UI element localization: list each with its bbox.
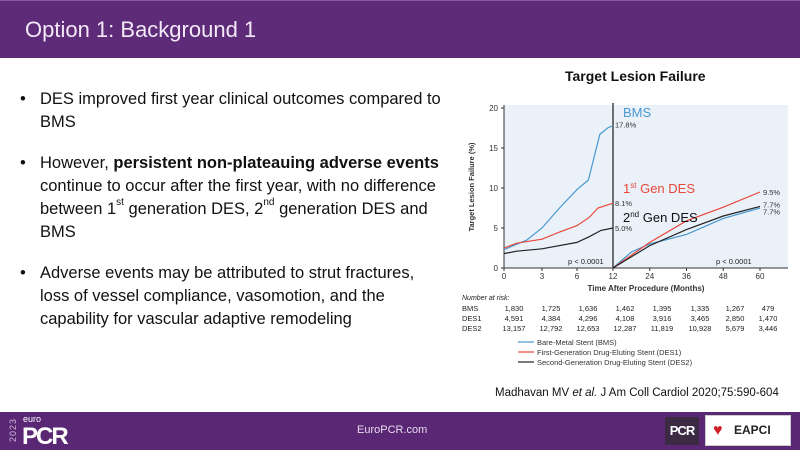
bullet-list: DES improved first year clinical outcome…: [20, 88, 445, 349]
y-tick-label: 20: [489, 104, 498, 113]
bullet-item: Adverse events may be attributed to stru…: [20, 262, 445, 331]
risk-value: 1,470: [759, 314, 778, 323]
risk-value: 1,830: [505, 304, 524, 313]
series-line-bms: [612, 207, 761, 269]
series-line-des1: [503, 202, 614, 249]
bullet-item: However, persistent non-plateauing adver…: [20, 152, 445, 244]
x-tick-label: 24: [645, 272, 654, 281]
pcr-logo: PCR: [665, 417, 699, 445]
risk-value: 479: [762, 304, 775, 313]
end-label: 8.1%: [615, 199, 632, 208]
risk-value: 4,384: [542, 314, 561, 323]
series-line-des1: [612, 191, 761, 269]
risk-value: 11,819: [651, 324, 673, 333]
slide-header: Option 1: Background 1: [0, 0, 800, 58]
y-tick-label: 5: [494, 224, 499, 233]
risk-value: 4,296: [579, 314, 598, 323]
risk-value: 4,591: [505, 314, 524, 323]
risk-value: 1,267: [726, 304, 745, 313]
risk-row-label: DES2: [462, 324, 482, 333]
x-axis-label: Time After Procedure (Months): [588, 284, 705, 293]
risk-value: 2,850: [726, 314, 745, 323]
risk-value: 5,679: [726, 324, 745, 333]
bullet-item: DES improved first year clinical outcome…: [20, 88, 445, 134]
risk-value: 1,725: [542, 304, 561, 313]
risk-value: 1,335: [691, 304, 710, 313]
y-tick-label: 15: [489, 144, 498, 153]
des2-annotation: 2nd Gen DES: [623, 210, 698, 225]
risk-value: 3,916: [653, 314, 672, 323]
end-label: 5.0%: [615, 224, 632, 233]
citation: Madhavan MV et al. J Am Coll Cardiol 202…: [495, 387, 779, 399]
series-line-bms: [503, 125, 614, 251]
end-label: 17.8%: [615, 121, 637, 130]
risk-value: 1,462: [616, 304, 635, 313]
end-label: 7.7%: [763, 200, 780, 209]
end-label: 7.7%: [763, 207, 780, 216]
risk-value: 1,636: [579, 304, 598, 313]
risk-value: 10,928: [689, 324, 712, 333]
x-tick-label: 48: [719, 272, 728, 281]
x-tick-label: 6: [575, 272, 580, 281]
x-tick-label: 12: [609, 272, 618, 281]
legend-entry: Second-Generation Drug-Eluting Stent (DE…: [537, 358, 693, 367]
eapci-logo: ♥ EAPCI: [705, 415, 791, 446]
risk-value: 12,653: [577, 324, 600, 333]
des1-annotation: 1st Gen DES: [623, 181, 695, 196]
y-axis-label: Target Lesion Failure (%): [467, 142, 476, 232]
risk-value: 13,157: [503, 324, 526, 333]
footer: 2023 euro PCR EuroPCR.com PCR ♥ EAPCI: [0, 412, 800, 450]
x-tick-label: 36: [682, 272, 691, 281]
risk-value: 3,446: [759, 324, 778, 333]
y-tick-label: 10: [489, 184, 498, 193]
x-tick-label: 60: [756, 272, 765, 281]
p-value-annotation: p < 0.0001: [716, 257, 752, 266]
risk-row-label: DES1: [462, 314, 482, 323]
risk-row-label: BMS: [462, 304, 478, 313]
chart-title: Target Lesion Failure: [565, 68, 706, 84]
plot-background: [504, 105, 788, 268]
x-tick-label: 3: [540, 272, 545, 281]
risk-value: 12,792: [540, 324, 563, 333]
y-tick-label: 0: [494, 264, 499, 273]
end-label: 9.5%: [763, 188, 780, 197]
slide-title: Option 1: Background 1: [25, 17, 257, 42]
legend-entry: First-Generation Drug-Eluting Stent (DES…: [537, 348, 682, 357]
risk-value: 4,108: [616, 314, 635, 323]
p-value-annotation: p < 0.0001: [568, 257, 604, 266]
heart-icon: ♥: [713, 422, 723, 439]
series-line-des2: [612, 205, 761, 269]
x-tick-label: 0: [502, 272, 507, 281]
website-link[interactable]: EuroPCR.com: [357, 424, 428, 436]
series-line-des2: [503, 227, 614, 255]
risk-value: 3,465: [691, 314, 710, 323]
bms-annotation: BMS: [623, 105, 652, 120]
risk-value: 1,395: [653, 304, 672, 313]
risk-value: 12,287: [614, 324, 637, 333]
legend-entry: Bare-Metal Stent (BMS): [537, 338, 617, 347]
risk-table-title: Number at risk:: [462, 295, 510, 302]
